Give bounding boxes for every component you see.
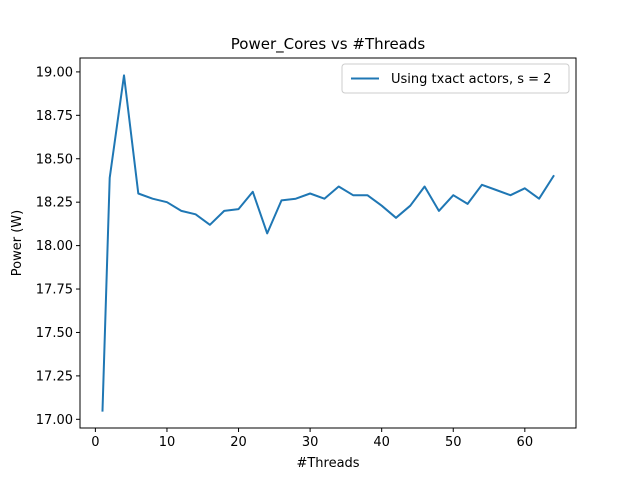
x-tick-label: 40 bbox=[373, 435, 390, 450]
y-tick-label: 17.25 bbox=[36, 369, 73, 384]
x-tick-label: 30 bbox=[302, 435, 319, 450]
plot-area-frame bbox=[79, 57, 577, 429]
series-layer bbox=[101, 74, 555, 412]
x-tick-label: 10 bbox=[159, 435, 176, 450]
y-tick-label: 19.00 bbox=[36, 65, 73, 80]
y-tick-label: 17.00 bbox=[36, 413, 73, 428]
x-axis-ticks: 0 10 20 30 40 50 60 bbox=[91, 428, 533, 450]
legend-box bbox=[341, 63, 570, 94]
series-line bbox=[101, 74, 555, 412]
legend: Using txact actors, s = 2 bbox=[341, 63, 570, 94]
legend-label: Using txact actors, s = 2 bbox=[391, 72, 551, 87]
y-tick-label: 18.25 bbox=[36, 196, 73, 211]
x-tick-label: 0 bbox=[91, 435, 99, 450]
y-tick-label: 17.75 bbox=[36, 283, 73, 298]
chart-title: Power_Cores vs #Threads bbox=[231, 35, 426, 54]
x-tick-label: 50 bbox=[445, 435, 462, 450]
y-tick-label: 18.75 bbox=[36, 109, 73, 124]
y-axis-label: Power (W) bbox=[10, 210, 25, 276]
y-tick-label: 17.50 bbox=[36, 326, 73, 341]
x-tick-label: 60 bbox=[517, 435, 534, 450]
x-tick-label: 20 bbox=[230, 435, 247, 450]
y-axis-ticks: 17.00 17.25 17.50 17.75 18.00 18.25 18.50 18.75… bbox=[36, 65, 80, 428]
y-tick-label: 18.50 bbox=[36, 152, 73, 167]
x-axis-label: #Threads bbox=[296, 456, 359, 471]
y-tick-label: 18.00 bbox=[36, 239, 73, 254]
